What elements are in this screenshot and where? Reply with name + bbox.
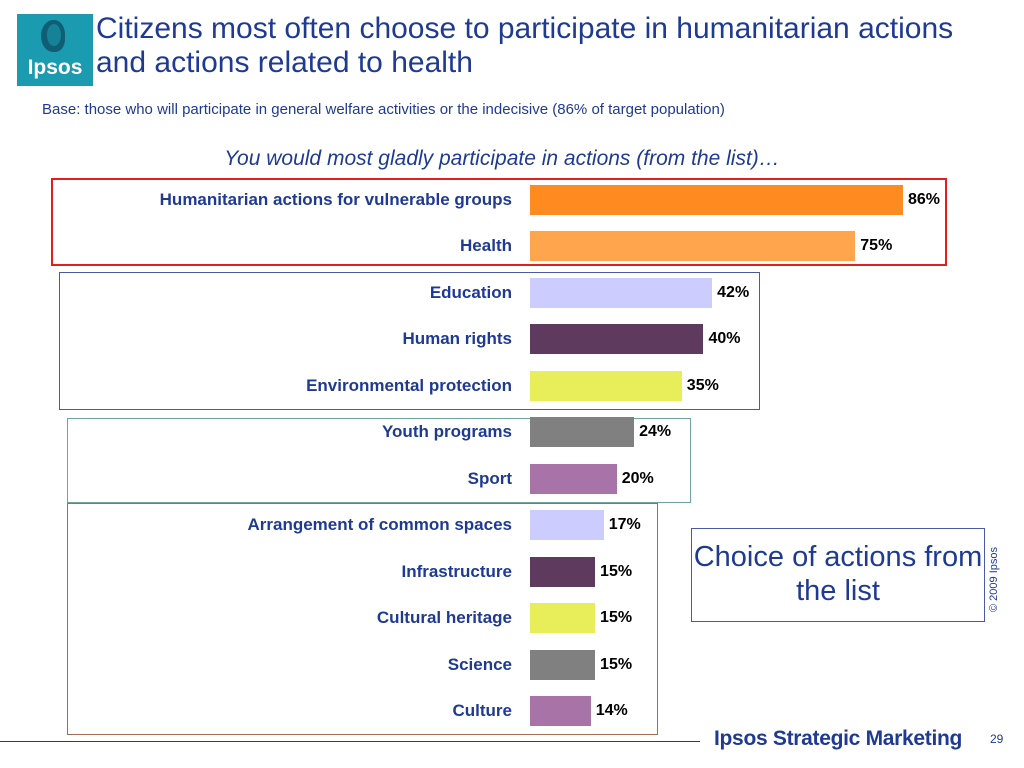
chart-title: You would most gladly participate in act…	[224, 147, 780, 170]
bar	[530, 510, 604, 541]
value-label: 17%	[608, 516, 641, 534]
value-label: 14%	[595, 701, 628, 719]
value-label: 40%	[708, 330, 741, 348]
bar	[530, 603, 596, 634]
copyright-text: © 2009 Ipsos	[988, 547, 1000, 612]
callout-box: Choice of actions from the list	[691, 528, 985, 622]
category-label: Arrangement of common spaces	[247, 515, 512, 535]
bar	[530, 695, 591, 726]
value-label: 86%	[908, 191, 941, 208]
category-label: Sport	[467, 468, 512, 488]
value-label: 20%	[621, 469, 654, 487]
footer-brand: Ipsos Strategic Marketing	[714, 727, 963, 750]
page-title: Citizens most often choose to participat…	[96, 12, 954, 79]
head-highlight-icon	[47, 24, 61, 46]
category-label: Environmental protection	[306, 375, 512, 395]
bar	[530, 649, 596, 680]
value-label: 35%	[686, 376, 719, 394]
bar	[530, 277, 713, 308]
category-label: Science	[447, 654, 512, 674]
group-frame-teal	[67, 418, 691, 503]
category-label: Health	[460, 236, 512, 256]
bar	[530, 556, 596, 587]
value-label: 42%	[717, 283, 750, 301]
category-label: Culture	[452, 700, 513, 720]
base-note: Base: those who will participate in gene…	[42, 101, 725, 118]
bar	[530, 324, 704, 355]
logo-text: Ipsos	[27, 56, 83, 79]
group-frame-brown	[67, 503, 658, 735]
group-frame-blue	[59, 272, 760, 410]
value-label: 15%	[600, 609, 633, 627]
category-label: Cultural heritage	[376, 608, 512, 628]
bar	[530, 185, 903, 215]
value-label: 15%	[600, 655, 633, 673]
footer-divider	[0, 741, 700, 742]
category-label: Human rights	[402, 329, 512, 349]
value-label: 24%	[639, 423, 672, 441]
bar	[530, 463, 617, 494]
ipsos-logo: Ipsos	[17, 14, 93, 86]
category-label: Humanitarian actions for vulnerable grou…	[159, 190, 512, 209]
category-label: Infrastructure	[401, 561, 512, 581]
category-label: Education	[429, 282, 512, 302]
value-label: 75%	[860, 237, 893, 255]
value-label: 15%	[600, 562, 633, 580]
bar	[530, 370, 682, 401]
bar	[530, 417, 635, 448]
category-label: Youth programs	[381, 422, 512, 442]
page-number: 29	[990, 732, 1004, 746]
highlight-frame-top	[51, 178, 947, 266]
bar	[530, 231, 856, 262]
